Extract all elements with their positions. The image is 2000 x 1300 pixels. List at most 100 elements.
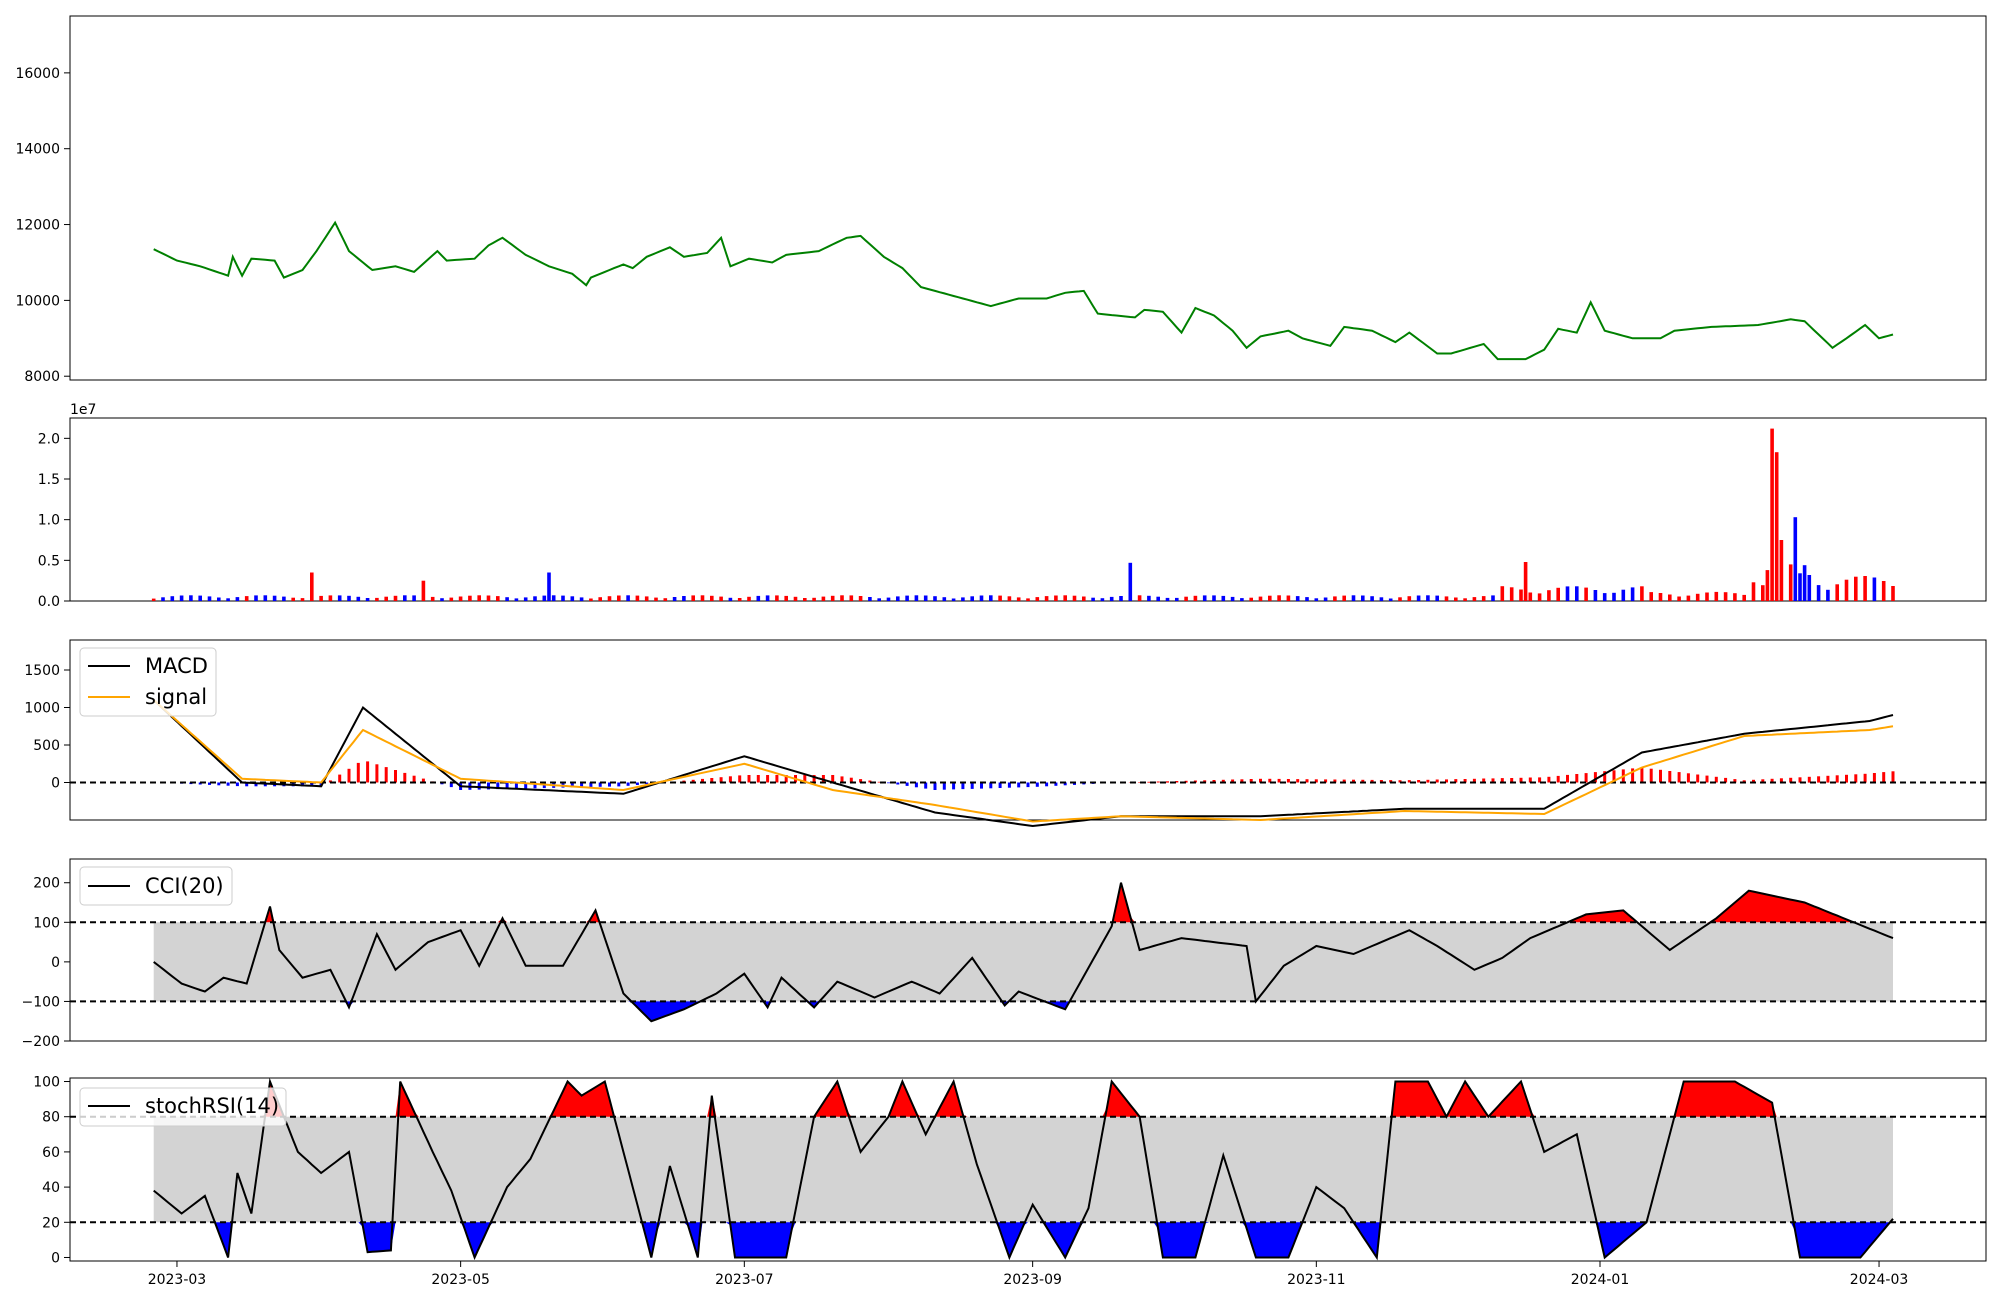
volume-y-tick-label: 1.5 [38, 472, 60, 488]
volume-bar [1286, 595, 1291, 601]
volume-bar [914, 595, 919, 601]
volume-panel: 1e7 0.0 0.5 1.0 1.5 2.0 [38, 402, 1987, 610]
macd-histogram-bar [1379, 780, 1383, 783]
macd-histogram-bar [1761, 779, 1765, 783]
volume-bar [1444, 596, 1449, 601]
x-tick-label: 2023-07 [715, 1272, 774, 1288]
volume-bar [226, 598, 230, 601]
x-tick-label: 2023-11 [1287, 1272, 1346, 1288]
macd-histogram-bar [570, 782, 574, 788]
volume-bar [775, 595, 779, 601]
volume-bar [356, 596, 361, 601]
macd-histogram-bar [1686, 773, 1690, 783]
cci-legend-box [79, 866, 233, 906]
macd-histogram-bar [1863, 773, 1867, 783]
volume-bar [151, 598, 156, 601]
cci-panel: −200 −100 0 100 200 CCI(20) [22, 858, 1987, 1050]
stochrsi-legend-label: stochRSI(14) [145, 1094, 279, 1118]
macd-histogram-bar [1631, 768, 1635, 783]
macd-histogram-bar [1463, 779, 1467, 783]
macd-histogram-bar [766, 775, 770, 783]
volume-bar [1774, 452, 1779, 601]
volume-bar [1509, 587, 1514, 601]
volume-bar [263, 595, 268, 601]
stochrsi-legend-box [79, 1087, 287, 1127]
macd-histogram-bar [803, 775, 807, 783]
macd-histogram-bar [1026, 782, 1030, 788]
volume-bar [421, 580, 426, 601]
volume-bar [1863, 576, 1867, 601]
macd-histogram-bar [1184, 780, 1188, 783]
stochrsi-panel-frame [69, 1077, 1987, 1262]
macd-histogram-bar [1575, 774, 1579, 783]
volume-bar [1351, 595, 1356, 601]
macd-histogram-bar [375, 764, 379, 783]
volume-bar [1147, 595, 1151, 601]
macd-histogram-bar [952, 782, 956, 790]
volume-bar [1537, 593, 1542, 601]
macd-histogram-bar [1519, 777, 1523, 783]
macd-histogram-bar [1175, 781, 1179, 783]
macd-histogram-bar [1835, 775, 1839, 783]
macd-histogram-bar [775, 775, 779, 783]
price-y-tick-label: 10000 [15, 293, 60, 309]
volume-bar [1323, 597, 1328, 601]
volume-bar [365, 598, 370, 601]
volume-bar [1044, 596, 1049, 601]
cci-extreme-fills [153, 882, 1894, 1022]
volume-bar [300, 598, 305, 601]
volume-bar [282, 596, 286, 601]
macd-histogram-bar [1742, 780, 1746, 783]
volume-bar [542, 595, 547, 601]
volume-bar [1007, 596, 1012, 601]
macd-histogram-bar [728, 776, 732, 783]
volume-bar [1472, 597, 1477, 601]
volume-bar [1212, 595, 1216, 601]
x-tick-label: 2023-09 [1003, 1272, 1062, 1288]
volume-bar [989, 595, 993, 601]
macd-histogram-bar [1705, 775, 1709, 783]
macd-histogram-bar [496, 782, 500, 790]
volume-bar [1621, 589, 1626, 601]
macd-histogram-bar [831, 775, 835, 783]
macd-histogram-bar [617, 782, 621, 787]
volume-bar [1230, 596, 1235, 601]
volume-bar [198, 595, 202, 601]
stochrsi-y-tick-label: 80 [42, 1110, 60, 1126]
volume-bar [812, 597, 816, 601]
volume-bar [1705, 592, 1709, 601]
macd-histogram-bar [1221, 779, 1225, 783]
macd-legend: MACD signal [79, 647, 217, 717]
price-panel-frame [69, 15, 1987, 381]
volume-bar [654, 597, 658, 601]
volume-y-axis: 0.0 0.5 1.0 1.5 2.0 [38, 431, 70, 610]
volume-bar [1565, 586, 1570, 601]
volume-bar [756, 595, 761, 601]
macd-histogram-bar [1817, 776, 1821, 783]
volume-bar [598, 597, 602, 601]
macd-histogram-bar [1333, 779, 1337, 783]
volume-bar [626, 595, 630, 601]
macd-histogram-bar [1035, 782, 1039, 787]
volume-bar [375, 597, 379, 601]
macd-histogram-bar [1500, 778, 1504, 783]
macd-histogram-bar [1147, 781, 1151, 783]
macd-histogram-bar [635, 782, 639, 785]
macd-histogram-bar [849, 777, 853, 783]
stochrsi-y-tick-label: 40 [42, 1180, 60, 1196]
volume-bar [468, 595, 472, 601]
stochrsi-neutral-band [153, 1116, 1893, 1223]
macd-histogram-bar [1361, 779, 1365, 783]
date-x-axis: 2023-03 2023-05 2023-07 2023-09 2023-11 2024-… [148, 1261, 1908, 1288]
macd-histogram-bar [1454, 779, 1458, 783]
macd-histogram-bar [1482, 778, 1486, 783]
macd-histogram-bar [626, 782, 630, 786]
volume-bar [1575, 586, 1579, 601]
volume-bar [207, 596, 212, 601]
volume-bar [1826, 589, 1830, 601]
macd-histogram-bar [868, 780, 872, 783]
macd-histogram-bar [235, 782, 239, 787]
volume-bar [1388, 598, 1393, 601]
macd-histogram-bar [1724, 777, 1728, 783]
macd-histogram-bar [1017, 782, 1021, 788]
